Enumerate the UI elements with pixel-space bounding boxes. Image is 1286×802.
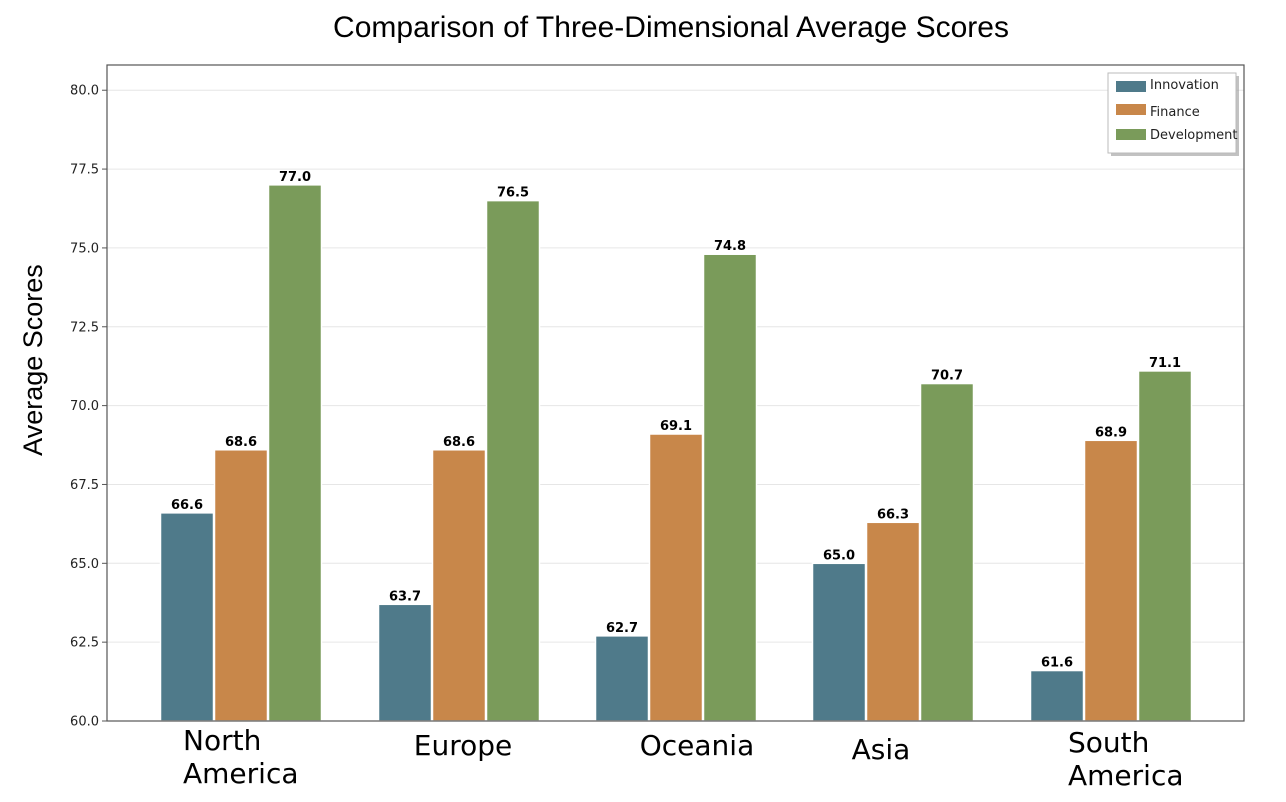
x-tick-label: Europe — [414, 729, 512, 762]
data-label: 69.1 — [660, 419, 692, 434]
y-axis-ticks: 60.0 62.5 65.0 67.5 70.0 72.5 75.0 77.5 80.0 — [70, 84, 107, 730]
bar — [919, 382, 975, 722]
legend-swatch — [1116, 104, 1146, 115]
x-tick-label: South America — [1068, 726, 1184, 792]
bar — [431, 449, 487, 722]
data-label: 71.1 — [1149, 356, 1181, 371]
plot-frame — [106, 64, 1245, 722]
legend-label: Development — [1150, 128, 1238, 143]
data-label: 62.7 — [606, 621, 638, 636]
y-tick-label: 72.5 — [70, 320, 99, 335]
data-label: 70.7 — [931, 369, 963, 384]
bar — [213, 449, 269, 722]
data-label: 66.3 — [877, 507, 909, 522]
y-tick-label: 80.0 — [70, 84, 99, 99]
data-label: 68.9 — [1095, 425, 1127, 440]
legend-label: Innovation — [1150, 78, 1219, 93]
x-tick-label: Oceania — [640, 729, 755, 762]
bar — [594, 635, 650, 722]
data-label: 76.5 — [497, 186, 529, 201]
bar — [1029, 669, 1085, 722]
bar — [702, 253, 758, 722]
bar — [377, 603, 433, 722]
data-label: 68.6 — [225, 435, 257, 450]
bar — [1137, 370, 1193, 722]
data-label: 74.8 — [714, 239, 746, 254]
bar — [267, 184, 323, 722]
y-tick-label: 75.0 — [70, 241, 99, 256]
y-tick-label: 65.0 — [70, 557, 99, 572]
data-label: 61.6 — [1041, 656, 1073, 671]
bar — [865, 521, 921, 722]
y-tick-label: 77.5 — [70, 163, 99, 178]
y-tick-label: 62.5 — [70, 636, 99, 651]
bar — [648, 433, 704, 722]
y-axis-label: Average Scores — [18, 264, 48, 456]
y-tick-label: 60.0 — [70, 715, 99, 730]
legend-label: Finance — [1150, 105, 1200, 120]
chart-title: Comparison of Three-Dimensional Average … — [333, 11, 1009, 44]
data-label: 65.0 — [823, 548, 855, 563]
data-label: 66.6 — [171, 498, 203, 513]
data-label: 77.0 — [279, 170, 311, 185]
x-tick-label: North America — [183, 724, 299, 790]
legend-swatch — [1116, 81, 1146, 92]
bar — [485, 199, 541, 722]
bar — [1083, 439, 1139, 722]
y-tick-label: 70.0 — [70, 399, 99, 414]
y-tick-label: 67.5 — [70, 478, 99, 493]
bar — [159, 512, 215, 722]
data-label: 63.7 — [389, 589, 421, 604]
bars — [159, 184, 1193, 722]
x-tick-label: Asia — [852, 733, 911, 766]
x-axis-ticks: North America Europe Oceania Asia South Americ… — [183, 724, 1184, 792]
legend: Innovation Finance Development — [1107, 72, 1239, 156]
bar — [811, 562, 867, 722]
legend-swatch — [1116, 129, 1146, 140]
data-label: 68.6 — [443, 435, 475, 450]
data-labels: 66.6 63.7 62.7 65.0 61.6 68.6 68.6 69.1 66.3 68.9… — [171, 170, 1181, 671]
